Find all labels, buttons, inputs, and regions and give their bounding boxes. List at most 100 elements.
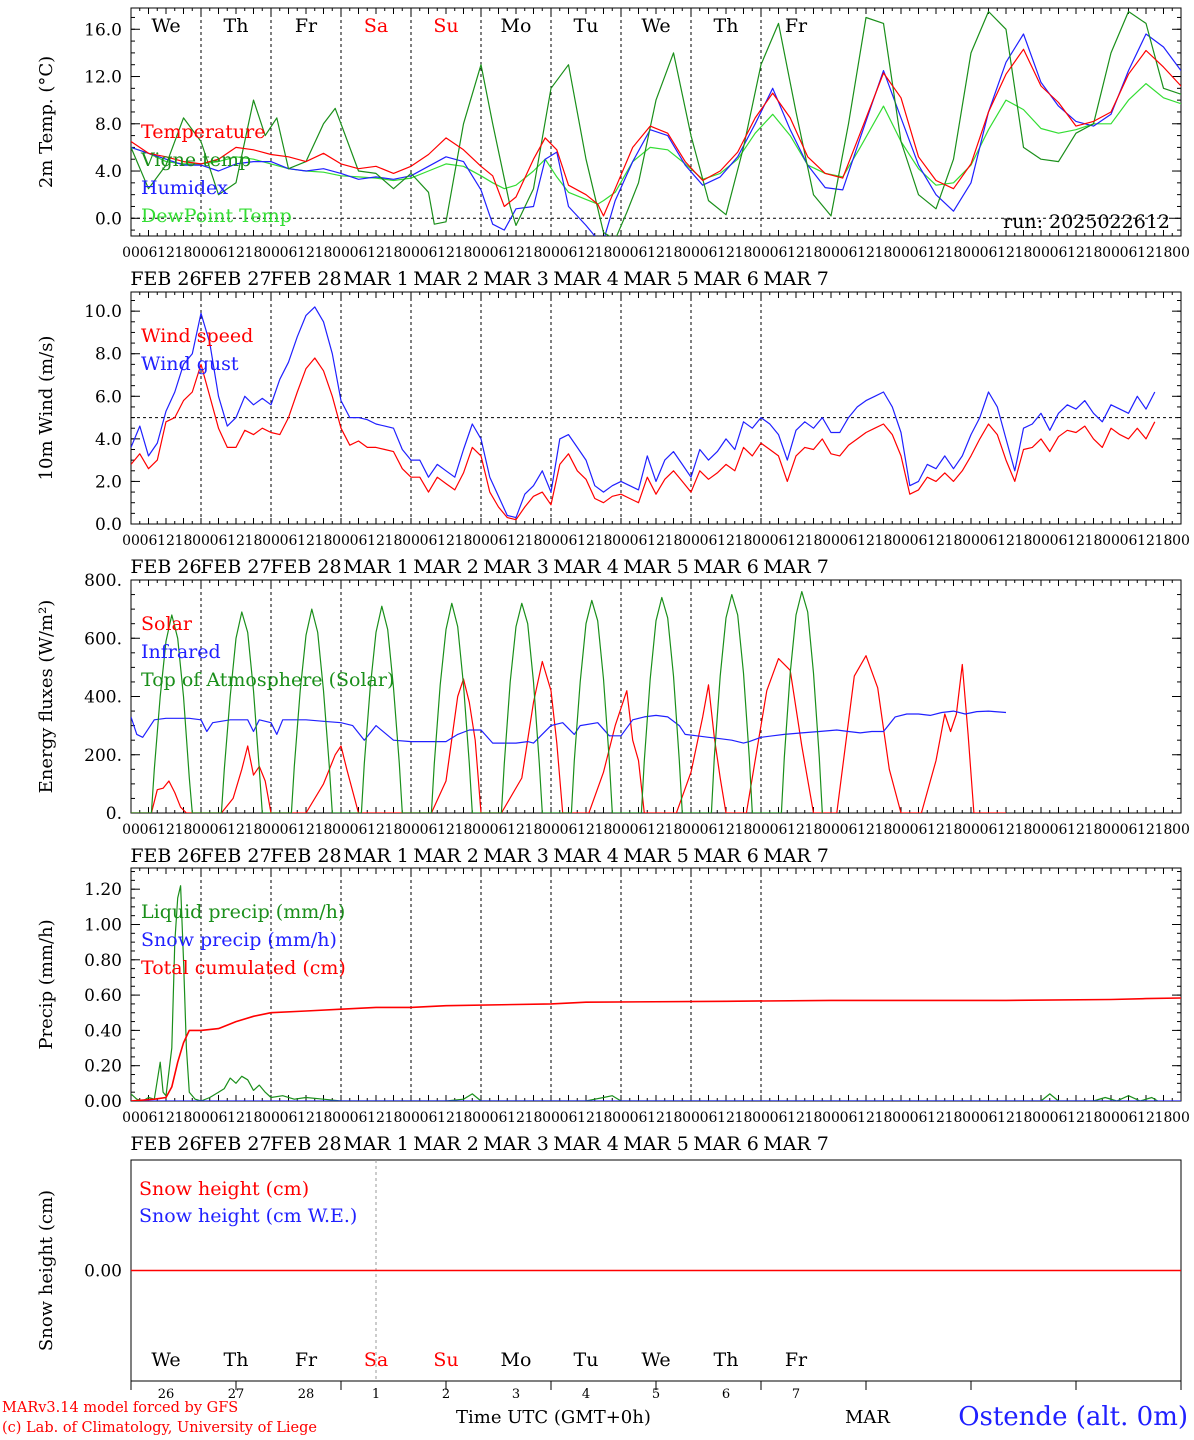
panel1-frame: [130, 7, 1182, 237]
panel1-hour-label: 00: [402, 245, 420, 261]
panel4-hour-label: 06: [350, 1110, 368, 1126]
bottom-weekday-label: We: [151, 1349, 180, 1371]
panel1-hour-label: 18: [875, 245, 893, 261]
panel2-hour-label: 18: [455, 533, 473, 549]
panel2-hour-label: 12: [507, 533, 525, 549]
panel3-hour-label: 12: [1067, 822, 1085, 838]
panel3-hour-label: 00: [332, 822, 350, 838]
panel1-y-axis-label: 2m Temp. (°C): [36, 56, 57, 188]
panel4-hour-label: 18: [875, 1110, 893, 1126]
panel3-hour-label: 18: [245, 822, 263, 838]
panel1-hour-label: 12: [577, 245, 595, 261]
panel3-date-label: MAR 2: [413, 845, 479, 867]
panel4-hour-label: 12: [1137, 1110, 1155, 1126]
panel3-hour-label: 12: [927, 822, 945, 838]
panel3-hour-label: 12: [297, 822, 315, 838]
panel4-y-tick-label: 1.00: [84, 915, 122, 935]
panel5-y-axis-label: Snow height (cm): [36, 1190, 57, 1351]
panel4-y-axis-label: Precip (mm/h): [36, 919, 57, 1049]
panel2-hour-label: 06: [840, 533, 858, 549]
panel1-date-label: FEB 28: [270, 268, 341, 290]
panel3-hour-label: 12: [507, 822, 525, 838]
panel2-hour-label: 18: [665, 533, 683, 549]
panel2-date-label: FEB 27: [200, 556, 271, 578]
panel2-y-tick-label: 2.0: [95, 472, 122, 492]
panel1-hour-label: 06: [910, 245, 928, 261]
panel4-hour-label: 18: [595, 1110, 613, 1126]
panel4-hour-label: 12: [507, 1110, 525, 1126]
panel1-hour-label: 12: [157, 245, 175, 261]
panel2-y-tick-label: 0.0: [95, 515, 122, 535]
panel2-hour-label: 12: [997, 533, 1015, 549]
panel2-hour-label: 18: [175, 533, 193, 549]
weekday-label: Tu: [574, 15, 599, 37]
panel3-hour-label: 00: [192, 822, 210, 838]
panel4-series-line: [131, 997, 1181, 1101]
panel1-hour-label: 12: [787, 245, 805, 261]
panel1-hour-label: 00: [612, 245, 630, 261]
panel1-series-line: [131, 48, 1181, 217]
panel2-hour-label: 00: [682, 533, 700, 549]
panel4-hour-label: 12: [1067, 1110, 1085, 1126]
panel4-y-tick-label: 0.00: [84, 1092, 122, 1112]
panel1-date-label: MAR 2: [413, 268, 479, 290]
panel1-hour-label: 00: [682, 245, 700, 261]
panel4-hour-label: 12: [787, 1110, 805, 1126]
panel2-hour-label: 06: [140, 533, 158, 549]
panel3-hour-label: 18: [945, 822, 963, 838]
panel1-hour-label: 12: [857, 245, 875, 261]
panel3-hour-label: 18: [385, 822, 403, 838]
panel4-hour-label: 12: [297, 1110, 315, 1126]
panel3-hour-label: 00: [542, 822, 560, 838]
panel2-hour-label: 12: [717, 533, 735, 549]
panel1-date-label: MAR 7: [763, 268, 829, 290]
panel1-date-label: MAR 4: [553, 268, 619, 290]
bottom-day-number: 26: [158, 1387, 175, 1402]
panel2-hour-label: 12: [1067, 533, 1085, 549]
panel1-hour-label: 18: [525, 245, 543, 261]
panel4-hour-label: 00: [682, 1110, 700, 1126]
panel3-y-tick-label: 0.: [106, 804, 122, 824]
panel3-y-tick-label: 400.: [84, 688, 122, 708]
panel3-y-tick-label: 800.: [84, 571, 122, 591]
panel4-hour-label: 12: [717, 1110, 735, 1126]
panel4-hour-label: 06: [560, 1110, 578, 1126]
panel3-hour-label: 18: [1015, 822, 1033, 838]
panel4-date-label: MAR 3: [483, 1133, 549, 1155]
panel3-hour-label: 00: [962, 822, 980, 838]
panel3-hour-label: 00: [822, 822, 840, 838]
bottom-weekday-label: Th: [714, 1349, 739, 1371]
panel3-hour-label: 00: [892, 822, 910, 838]
panel3-hour-label: 06: [1050, 822, 1068, 838]
panel4-legend-entry: Liquid precip (mm/h): [141, 901, 345, 923]
panel1-hour-label: 12: [1067, 245, 1085, 261]
panel1-legend-entry: Humidex: [141, 177, 228, 199]
panel2-hour-label: 06: [420, 533, 438, 549]
panel2-hour-label: 00: [822, 533, 840, 549]
panel3-hour-label: 12: [227, 822, 245, 838]
panel2-hour-label: 12: [227, 533, 245, 549]
panel4-date-label: MAR 1: [343, 1133, 409, 1155]
panel4-hour-label: 18: [735, 1110, 753, 1126]
bottom-day-number: 7: [792, 1387, 800, 1402]
panel4-hour-label: 06: [840, 1110, 858, 1126]
panel1-hour-label: 00: [262, 245, 280, 261]
panel1-date-label: FEB 27: [200, 268, 271, 290]
weekday-label: We: [641, 15, 670, 37]
panel3-hour-label: 18: [1155, 822, 1173, 838]
panel3-hour-label: 18: [875, 822, 893, 838]
panel4-y-tick-label: 1.20: [84, 880, 122, 900]
panel2-hour-label: 00: [612, 533, 630, 549]
panel1-date-label: MAR 5: [623, 268, 689, 290]
bottom-day-number: 27: [228, 1387, 245, 1402]
panel2-legend-entry: Wind gust: [141, 353, 239, 375]
panel1-hour-label: 18: [665, 245, 683, 261]
panel3-hour-label: 12: [787, 822, 805, 838]
panel3-hour-label: 06: [420, 822, 438, 838]
panel3-hour-label: 18: [175, 822, 193, 838]
panel3-hour-label: 12: [367, 822, 385, 838]
panel4-date-label: MAR 4: [553, 1133, 619, 1155]
panel1-hour-label: 18: [1085, 245, 1103, 261]
panel1-date-label: MAR 3: [483, 268, 549, 290]
panel4-hour-label: 06: [490, 1110, 508, 1126]
